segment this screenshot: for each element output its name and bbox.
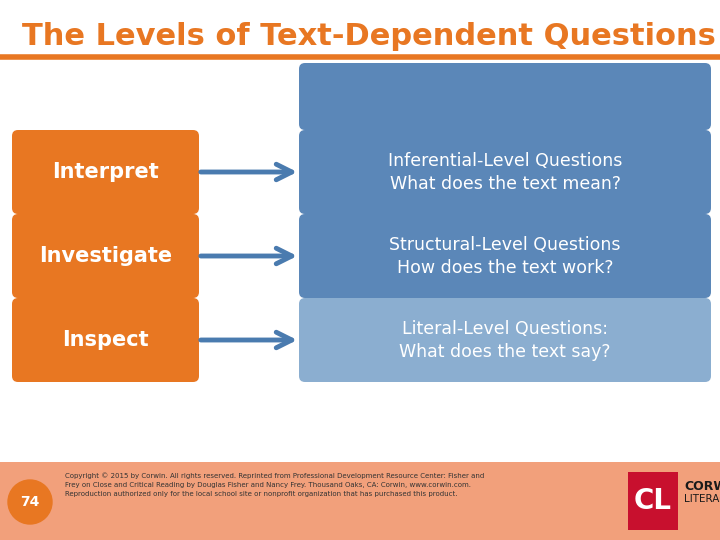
Text: What does the text mean?: What does the text mean? [390, 175, 621, 193]
Text: 74: 74 [20, 495, 40, 509]
Text: Copyright © 2015 by Corwin. All rights reserved. Reprinted from Professional Dev: Copyright © 2015 by Corwin. All rights r… [65, 472, 485, 497]
Text: Interpret: Interpret [52, 162, 159, 182]
Bar [0, 462, 720, 540]
FancyBboxPatch shape [12, 298, 199, 382]
Text: How does the text work?: How does the text work? [397, 259, 613, 277]
FancyBboxPatch shape [299, 130, 711, 214]
FancyBboxPatch shape [12, 130, 199, 214]
Text: CL: CL [634, 487, 672, 515]
FancyBboxPatch shape [299, 214, 711, 298]
Circle shape [8, 480, 52, 524]
Text: Literal-Level Questions:: Literal-Level Questions: [402, 320, 608, 338]
Text: The Levels of Text-Dependent Questions: The Levels of Text-Dependent Questions [22, 22, 716, 51]
FancyBboxPatch shape [299, 298, 711, 382]
Text: Structural-Level Questions: Structural-Level Questions [390, 236, 621, 254]
Text: Investigate: Investigate [39, 246, 172, 266]
FancyBboxPatch shape [299, 63, 711, 130]
Text: LITERACY: LITERACY [684, 494, 720, 504]
Text: Inspect: Inspect [62, 330, 149, 350]
Text: What does the text say?: What does the text say? [400, 343, 611, 361]
Text: CORWIN: CORWIN [684, 480, 720, 492]
FancyBboxPatch shape [12, 214, 199, 298]
Text: Inferential-Level Questions: Inferential-Level Questions [388, 152, 622, 170]
Bar [628, 472, 678, 530]
